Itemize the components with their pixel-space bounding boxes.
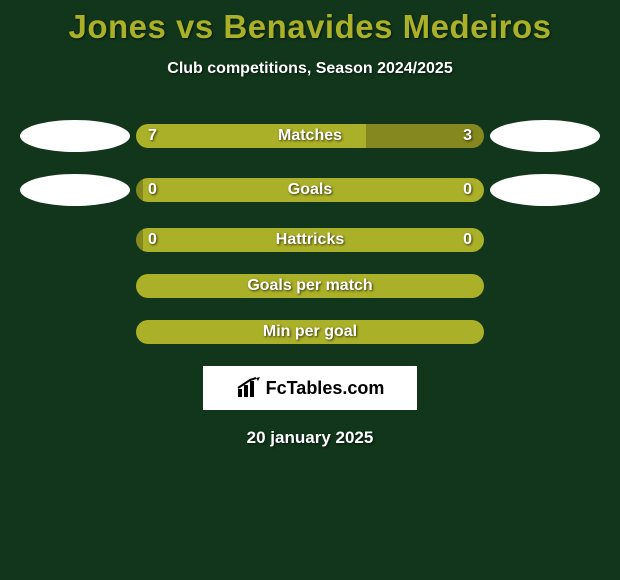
stat-row: 0 Goals 0: [0, 174, 620, 206]
player-badge-left: [20, 120, 130, 152]
logo-text: FcTables.com: [266, 378, 385, 399]
player-badge-right: [490, 120, 600, 152]
chart-icon: [236, 377, 262, 399]
stat-row: 7 Matches 3: [0, 120, 620, 152]
stat-bar: 0 Hattricks 0: [136, 228, 484, 252]
stat-row: Min per goal: [0, 320, 620, 344]
stat-rows: 7 Matches 3 0 Goals 0 0 Hattricks 0 Goals per mat…: [0, 120, 620, 344]
stat-value-left: 7: [148, 127, 157, 145]
stat-label: Matches: [278, 127, 342, 145]
stat-label: Min per goal: [263, 323, 357, 341]
stat-value-right: 3: [463, 127, 472, 145]
stat-row: Goals per match: [0, 274, 620, 298]
stat-bar: Goals per match: [136, 274, 484, 298]
logo-box: FcTables.com: [203, 366, 417, 410]
page-subtitle: Club competitions, Season 2024/2025: [0, 60, 620, 78]
stat-bar: 7 Matches 3: [136, 124, 484, 148]
stat-value-right: 0: [463, 181, 472, 199]
stat-label: Hattricks: [276, 231, 344, 249]
stat-bar: 0 Goals 0: [136, 178, 484, 202]
stat-row: 0 Hattricks 0: [0, 228, 620, 252]
stat-label: Goals: [288, 181, 332, 199]
stat-label: Goals per match: [247, 277, 372, 295]
stat-value-right: 0: [463, 231, 472, 249]
player-badge-left: [20, 174, 130, 206]
stat-value-left: 0: [148, 181, 157, 199]
player-badge-right: [490, 174, 600, 206]
page-title: Jones vs Benavides Medeiros: [0, 0, 620, 46]
stat-value-left: 0: [148, 231, 157, 249]
date-label: 20 january 2025: [0, 428, 620, 448]
stat-bar: Min per goal: [136, 320, 484, 344]
